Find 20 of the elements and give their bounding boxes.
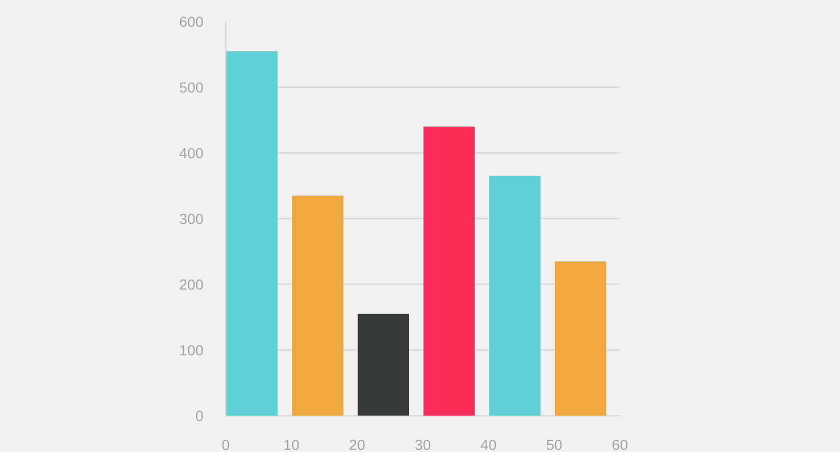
x-tick-label: 30 — [415, 440, 430, 450]
x-tick-label: 0 — [222, 440, 230, 450]
y-tick-label: 100 — [180, 345, 203, 356]
x-tick-label: 60 — [612, 440, 628, 450]
y-tick-label: 600 — [180, 16, 203, 27]
x-tick-label: 40 — [480, 440, 496, 450]
bar — [423, 126, 475, 416]
y-tick-label: 400 — [179, 148, 203, 158]
y-tick-label: 300 — [180, 214, 203, 224]
x-tick-label: 10 — [284, 440, 299, 450]
bar — [358, 314, 410, 416]
x-tick-label: 20 — [350, 440, 365, 450]
bar — [489, 176, 540, 416]
y-tick-label: 0 — [196, 410, 203, 422]
y-tick-label: 200 — [180, 279, 203, 290]
bar — [292, 196, 344, 416]
bar — [554, 261, 606, 416]
bar — [226, 51, 278, 416]
y-tick-label: 500 — [180, 82, 203, 93]
x-tick-label: 50 — [546, 440, 562, 450]
